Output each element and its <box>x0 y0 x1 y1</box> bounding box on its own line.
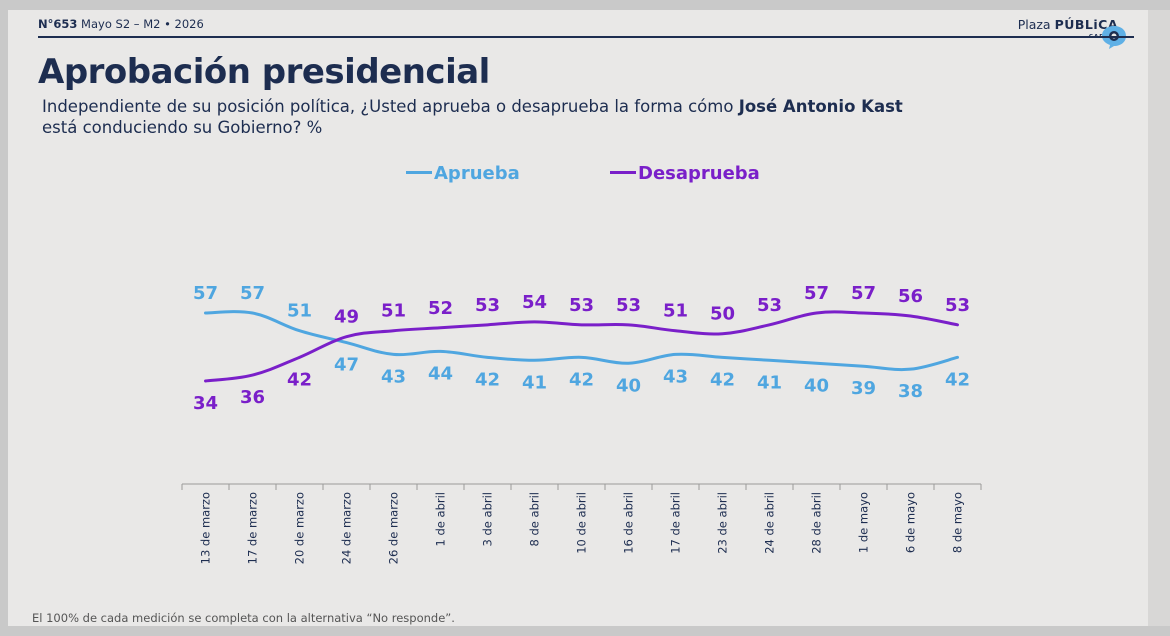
page-edge <box>1148 10 1170 626</box>
data-label-desaprueba: 52 <box>428 298 453 319</box>
series-line-desaprueba <box>204 310 959 383</box>
data-label-desaprueba: 56 <box>898 286 923 307</box>
data-label-desaprueba: 36 <box>240 387 265 408</box>
data-label-desaprueba: 54 <box>522 292 547 313</box>
data-label-aprueba: 43 <box>663 366 688 387</box>
data-label-desaprueba: 42 <box>287 369 312 390</box>
header-divider <box>38 36 1134 38</box>
data-label-desaprueba: 57 <box>804 283 829 304</box>
data-label-aprueba: 47 <box>334 355 359 376</box>
legend-swatch-desaprueba <box>610 170 636 174</box>
x-tick-label: 1 de mayo <box>857 492 871 553</box>
x-tick-label: 1 de abril <box>434 492 448 546</box>
data-label-desaprueba: 57 <box>851 283 876 304</box>
question-name: José Antonio Kast <box>738 97 903 116</box>
data-label-desaprueba: 53 <box>945 295 970 316</box>
data-label-aprueba: 42 <box>475 369 500 390</box>
x-tick-label: 17 de abril <box>669 492 683 554</box>
data-label-desaprueba: 50 <box>710 304 735 325</box>
data-label-aprueba: 40 <box>616 375 641 396</box>
data-label-desaprueba: 51 <box>381 301 406 322</box>
x-tick-label: 10 de abril <box>575 492 589 554</box>
x-tick-label: 13 de marzo <box>199 492 213 564</box>
data-label-aprueba: 51 <box>287 301 312 322</box>
data-label-aprueba: 39 <box>851 378 876 399</box>
x-tick-label: 8 de mayo <box>951 492 965 553</box>
data-label-aprueba: 57 <box>240 283 265 304</box>
data-label-aprueba: 41 <box>522 372 547 393</box>
x-tick-label: 23 de abril <box>716 492 730 554</box>
data-label-desaprueba: 53 <box>757 295 782 316</box>
data-label-desaprueba: 34 <box>193 393 218 414</box>
data-label-aprueba: 43 <box>381 366 406 387</box>
x-tick-label: 17 de marzo <box>246 492 260 564</box>
data-label-desaprueba: 53 <box>616 295 641 316</box>
data-label-aprueba: 42 <box>710 369 735 390</box>
legend-aprueba: Aprueba <box>406 163 520 184</box>
x-tick-label: 8 de abril <box>528 492 542 546</box>
page-title: Aprobación presidencial <box>38 52 490 92</box>
data-label-aprueba: 57 <box>193 283 218 304</box>
x-tick-label: 3 de abril <box>481 492 495 546</box>
slide-card <box>8 10 1148 626</box>
x-tick-label: 26 de marzo <box>387 492 401 564</box>
legend-label-desaprueba: Desaprueba <box>638 163 760 184</box>
issue-label: N°653 Mayo S2 – M2 • 2026 <box>38 17 204 31</box>
series-line-aprueba <box>204 310 959 372</box>
data-label-aprueba: 42 <box>945 369 970 390</box>
data-label-aprueba: 42 <box>569 369 594 390</box>
question-part1: Independiente de su posición política, ¿… <box>42 97 739 116</box>
x-tick-label: 6 de mayo <box>904 492 918 553</box>
legend-label-aprueba: Aprueba <box>434 163 520 184</box>
legend-desaprueba: Desaprueba <box>610 163 760 184</box>
survey-question: Independiente de su posición política, ¿… <box>42 96 1042 138</box>
brand-light: Plaza <box>1017 17 1055 32</box>
data-label-desaprueba: 53 <box>569 295 594 316</box>
x-tick-label: 16 de abril <box>622 492 636 554</box>
x-tick-label: 20 de marzo <box>293 492 307 564</box>
data-label-aprueba: 44 <box>428 363 453 384</box>
x-tick-label: 24 de marzo <box>340 492 354 564</box>
brand-bold: PÚBLiCA <box>1054 17 1118 32</box>
data-label-aprueba: 38 <box>898 381 923 402</box>
issue-period: Mayo S2 – M2 • 2026 <box>81 17 204 31</box>
x-tick-label: 24 de abril <box>763 492 777 554</box>
data-label-desaprueba: 53 <box>475 295 500 316</box>
footnote: El 100% de cada medición se completa con… <box>32 611 455 625</box>
issue-number: N°653 <box>38 17 78 31</box>
data-label-aprueba: 40 <box>804 375 829 396</box>
question-part2: está conduciendo su Gobierno? % <box>42 118 323 137</box>
data-label-aprueba: 41 <box>757 372 782 393</box>
legend-swatch-aprueba <box>406 170 432 174</box>
data-label-desaprueba: 51 <box>663 301 688 322</box>
x-tick-label: 28 de abril <box>810 492 824 554</box>
data-label-desaprueba: 49 <box>334 307 359 328</box>
